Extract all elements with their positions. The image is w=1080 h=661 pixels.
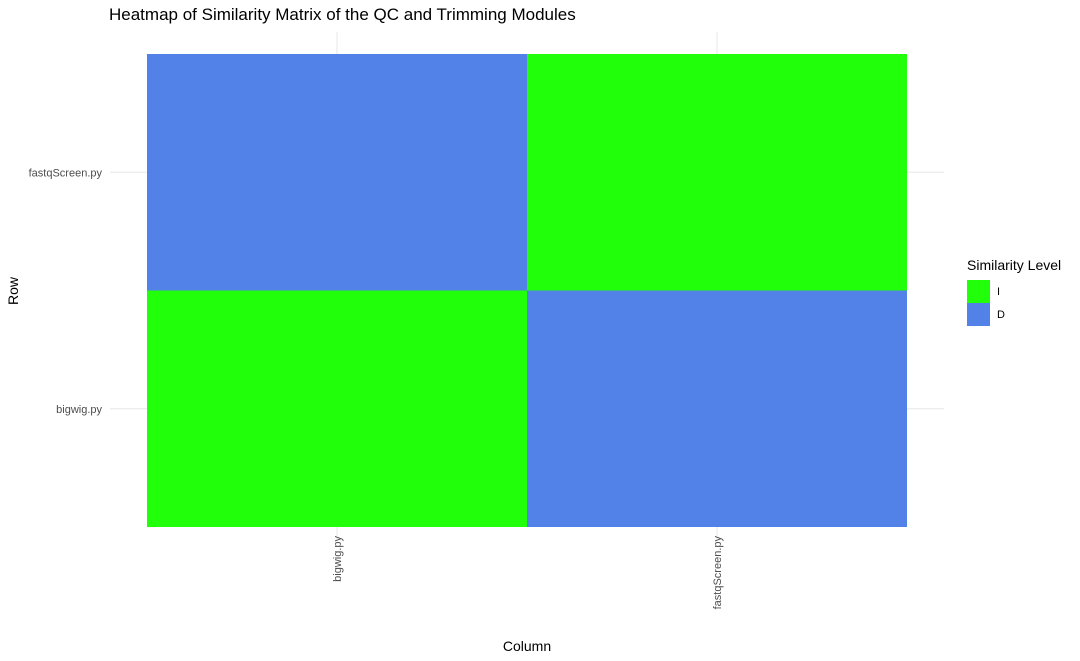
y-axis-title: Row xyxy=(5,276,21,305)
y-tick-label-bigwig-py: bigwig.py xyxy=(56,404,102,416)
heatmap-cell-fastqscreen-py-fastqscreen-py xyxy=(527,54,907,291)
legend-label-i: I xyxy=(997,286,1000,298)
heatmap-cell-bigwig-py-bigwig-py xyxy=(147,290,527,527)
x-tick-label-fastqscreen-py: fastqScreen.py xyxy=(712,536,724,610)
x-tick-label-bigwig-py: bigwig.py xyxy=(332,536,344,582)
chart-title: Heatmap of Similarity Matrix of the QC a… xyxy=(109,5,576,24)
legend-swatch-d xyxy=(967,303,990,326)
heatmap-cell-bigwig-py-fastqscreen-py xyxy=(527,290,907,527)
legend: Similarity Level ID xyxy=(967,257,1061,326)
y-tick-label-fastqscreen-py: fastqScreen.py xyxy=(29,167,103,179)
y-axis-ticks: bigwig.py fastqScreen.py xyxy=(29,167,103,416)
x-axis-ticks: bigwig.py fastqScreen.py xyxy=(332,536,724,610)
heatmap-cell-fastqscreen-py-bigwig-py xyxy=(147,54,527,291)
legend-title: Similarity Level xyxy=(967,257,1061,273)
heatmap-cells xyxy=(147,54,907,527)
x-axis-title: Column xyxy=(503,638,551,654)
legend-swatch-i xyxy=(967,280,990,303)
legend-label-d: D xyxy=(997,309,1005,321)
